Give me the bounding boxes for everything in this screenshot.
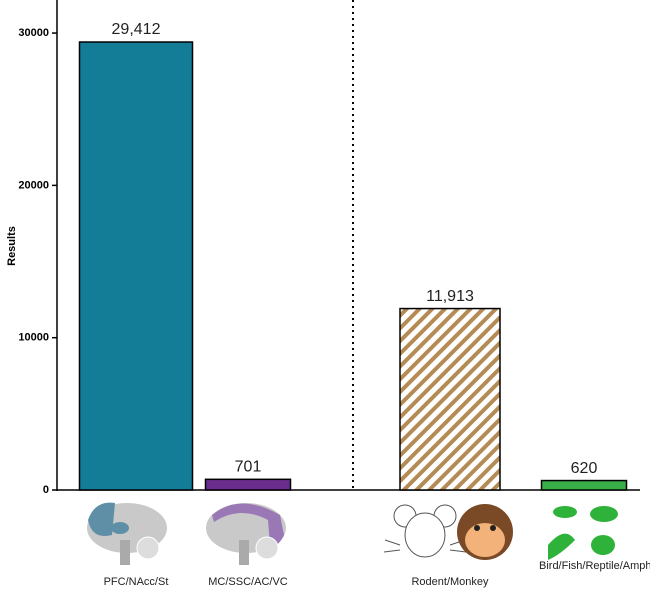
- brain-icon: [87, 502, 167, 565]
- x-tick-label: PFC/NAcc/St: [103, 576, 169, 588]
- value-label: 11,913: [426, 288, 474, 305]
- bar: [78, 41, 194, 491]
- x-tick-label: MC/SSC/AC/VC: [208, 576, 288, 588]
- value-label: 29,412: [112, 21, 161, 38]
- y-axis-label: Results: [6, 226, 18, 266]
- monkey-icon: [457, 504, 513, 560]
- y-tick-label: 10000: [18, 332, 49, 344]
- rodent-icon: [383, 504, 467, 558]
- y-tick-label: 30000: [18, 27, 49, 39]
- brain-icon: [206, 503, 286, 565]
- y-tick-label: 20000: [18, 179, 49, 191]
- animals-icon: [548, 506, 618, 560]
- x-tick-label: Rodent/Monkey: [411, 576, 489, 588]
- value-label: 701: [235, 459, 262, 476]
- value-label: 620: [571, 460, 598, 477]
- x-tick-label: Bird/Fish/Reptile/Amphibian: [539, 560, 650, 572]
- bar: [540, 479, 628, 491]
- bar: [204, 478, 292, 491]
- bar: [399, 307, 501, 491]
- y-tick-label: 0: [43, 484, 49, 496]
